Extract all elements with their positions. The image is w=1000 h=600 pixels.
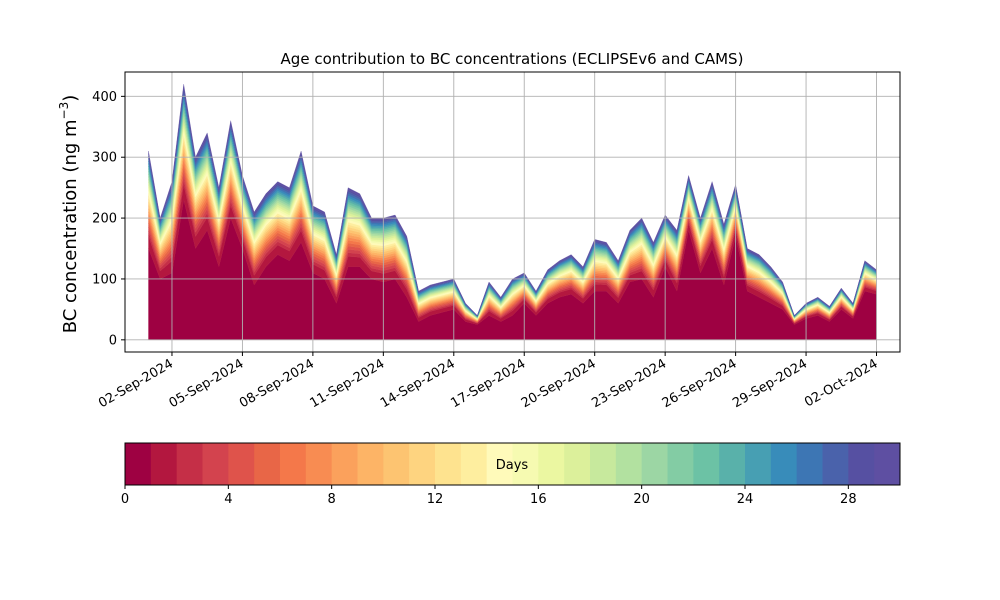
x-tick-label: 17-Sep-2024 [448, 356, 528, 411]
x-tick-label: 02-Sep-2024 [96, 356, 176, 411]
y-tick-label: 100 [92, 272, 117, 287]
colorbar-segment [693, 443, 720, 485]
chart-title: Age contribution to BC concentrations (E… [281, 50, 744, 68]
colorbar-segment [125, 443, 152, 485]
colorbar-segment [486, 443, 513, 485]
colorbar-segment [254, 443, 281, 485]
x-tick-label: 20-Sep-2024 [519, 356, 599, 411]
colorbar-segment [383, 443, 410, 485]
colorbar-segment [667, 443, 694, 485]
colorbar-segment [409, 443, 436, 485]
x-tick-label: 26-Sep-2024 [660, 356, 740, 411]
colorbar-label: Days [496, 458, 529, 473]
x-tick-label: 08-Sep-2024 [237, 356, 317, 411]
colorbar-segment [538, 443, 565, 485]
colorbar-segment [305, 443, 333, 485]
colorbar-segment [796, 443, 823, 485]
colorbar-segment [564, 443, 591, 485]
y-tick-label: 300 [92, 151, 117, 166]
colorbar-segment [615, 443, 643, 485]
plot-area: 0 100 200 300 400 02-Sep-202405-Sep-202408-Se… [92, 71, 901, 411]
x-tick-label: 23-Sep-2024 [589, 356, 669, 411]
colorbar-tick-label: 16 [530, 492, 547, 507]
colorbar-segment [822, 443, 849, 485]
x-tick-label: 29-Sep-2024 [730, 356, 810, 411]
x-tick-label: 02-Oct-2024 [802, 356, 880, 410]
x-tick-label: 11-Sep-2024 [308, 356, 388, 411]
colorbar-segment [512, 443, 539, 485]
colorbar-segment [331, 443, 358, 485]
colorbar-segment [202, 443, 229, 485]
x-tick-label: 05-Sep-2024 [167, 356, 247, 411]
colorbar-segment [280, 443, 307, 485]
colorbar-tick-label: 28 [840, 492, 857, 507]
x-tick-label: 14-Sep-2024 [378, 356, 458, 411]
y-tick-label: 400 [92, 90, 117, 105]
plot-frame [124, 71, 901, 353]
colorbar-tick-label: 8 [328, 492, 336, 507]
y-tick-label: 0 [109, 333, 117, 348]
colorbar: 0 4 8 12 16 20 24 28 [121, 442, 901, 507]
colorbar-segment [435, 443, 462, 485]
colorbar-segment [641, 443, 668, 485]
colorbar-tick-label: 4 [224, 492, 232, 507]
y-tick-label: 200 [92, 212, 117, 227]
colorbar-tick-label: 24 [737, 492, 754, 507]
colorbar-segment [848, 443, 875, 485]
colorbar-segment [770, 443, 798, 485]
colorbar-segment [176, 443, 203, 485]
colorbar-segment [590, 443, 617, 485]
colorbar-segment [357, 443, 384, 485]
colorbar-segment [460, 443, 488, 485]
colorbar-segment [745, 443, 772, 485]
colorbar-tick-label: 20 [633, 492, 650, 507]
colorbar-segment [150, 443, 178, 485]
colorbar-tick-label: 0 [121, 492, 129, 507]
colorbar-segment [228, 443, 255, 485]
colorbar-frame [124, 442, 901, 486]
colorbar-segment [719, 443, 746, 485]
colorbar-segment [874, 443, 901, 485]
colorbar-tick-label: 12 [427, 492, 444, 507]
y-axis-label: BC concentration (ng m−3) [57, 95, 81, 334]
